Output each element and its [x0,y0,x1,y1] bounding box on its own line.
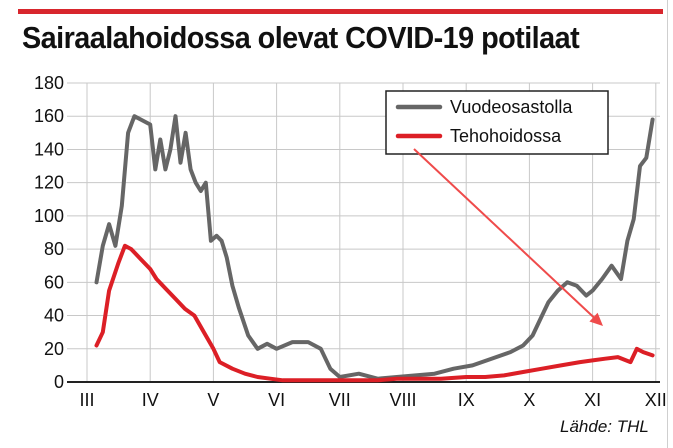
legend-label: Tehohoidossa [450,126,562,146]
x-tick-label: X [523,390,535,410]
y-tick-label: 180 [34,73,64,93]
y-tick-label: 120 [34,173,64,193]
chart-title: Sairaalahoidossa olevat COVID-19 potilaa… [22,20,580,55]
x-tick-label: IV [142,390,159,410]
series-line-tehohoidossa [94,243,655,383]
x-tick-label: III [79,390,94,410]
series-lines [94,114,655,383]
x-tick-label: IX [458,390,475,410]
y-axis-ticks: 0 20 40 60 80 100 120 140 160 180 [34,73,64,392]
annotation-arrow [413,148,603,326]
accent-bar [18,9,663,14]
x-tick-label: VIII [389,390,416,410]
x-tick-label: XII [645,390,667,410]
y-tick-label: 40 [44,306,64,326]
legend: Vuodeosastolla Tehohoidossa [385,90,609,155]
legend-label: Vuodeosastolla [450,97,573,117]
x-tick-label: XI [584,390,601,410]
x-tick-label: VII [329,390,351,410]
y-tick-label: 60 [44,272,64,292]
y-tick-label: 80 [44,239,64,259]
x-tick-label: V [207,390,219,410]
arrow-head [589,312,603,326]
arrow-shaft [413,148,596,320]
legend-box [385,90,609,155]
source-note: Lähde: THL [560,417,649,436]
frame-edge-line [667,0,668,448]
x-tick-label: VI [268,390,285,410]
series-line-vuodeosastolla [94,114,655,381]
y-tick-label: 100 [34,206,64,226]
y-tick-label: 160 [34,106,64,126]
y-tick-label: 0 [54,372,64,392]
y-tick-label: 20 [44,339,64,359]
x-axis-ticks: III IV V VI VII VIII IX X XI XII [79,390,666,410]
y-tick-label: 140 [34,139,64,159]
